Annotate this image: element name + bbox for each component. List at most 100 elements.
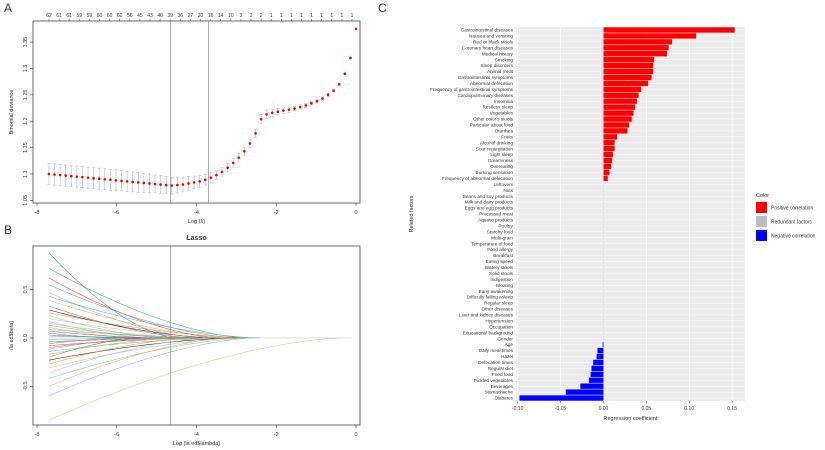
factor-label: Milk and dairy products [465, 200, 514, 205]
cv-point [198, 180, 201, 183]
cv-point [47, 172, 51, 176]
coefficient-bar [603, 68, 654, 75]
y-tick-label: -0.5 [23, 382, 29, 391]
top-tick-label: 1 [330, 13, 333, 19]
lasso-path-line [48, 337, 197, 365]
coefficient-bar [580, 383, 604, 389]
cv-point [248, 142, 252, 145]
factor-label: Bloating [496, 283, 513, 288]
factor-label: Early awakening [479, 289, 514, 294]
x-axis-title: Regression coefficient [603, 416, 657, 422]
coefficient-bar [603, 122, 630, 128]
x-tick-label: -4 [194, 432, 199, 438]
factor-label: Dreaminess [488, 158, 514, 163]
factor-label: Gastrointestinal symptoms [458, 75, 514, 80]
factor-label: Processed meat [479, 212, 514, 217]
y-axis-title: (la ed$beta) [9, 321, 15, 351]
lasso-path-line [48, 325, 181, 339]
cv-point [343, 72, 347, 76]
factor-label: Gastrointestinal diseases [461, 28, 514, 33]
top-tick-label: 39 [167, 13, 173, 19]
lasso-path-line [48, 299, 233, 339]
coefficient-bar [603, 157, 613, 164]
factor-label: Starchy food [487, 229, 514, 234]
coefficient-bar [603, 45, 669, 51]
factor-label: Watery stools [485, 265, 514, 270]
lasso-path-line [48, 284, 241, 339]
cv-point [58, 173, 62, 177]
factor-label: Nausea and vomiting [469, 34, 513, 39]
cv-point [354, 27, 358, 31]
factor-label: Fruits [501, 134, 513, 139]
y-tick-label: 1.3 [23, 65, 29, 73]
cv-point [153, 182, 157, 186]
x-tick-label: 0.15 [727, 406, 737, 412]
legend-swatch [756, 216, 767, 227]
factor-label: Difficulty falling asleep [467, 295, 514, 300]
legend-swatch [756, 230, 767, 241]
coefficient-bar [603, 56, 655, 63]
lasso-path-line [48, 312, 253, 339]
factor-label: Eggs and egg products [465, 206, 514, 211]
cv-point [276, 110, 280, 114]
cv-point [103, 177, 107, 181]
coefficient-bar [597, 347, 604, 354]
factor-label: Age [505, 342, 514, 347]
cv-point [142, 181, 146, 185]
cv-point [226, 166, 229, 169]
factor-label: Particular about food [470, 123, 514, 128]
factor-label: Breakfast [493, 253, 513, 258]
cv-point [131, 180, 134, 184]
cv-point [237, 156, 241, 159]
lasso-path-line [48, 337, 141, 358]
top-tick-label: 1 [310, 13, 313, 19]
top-tick-label: 59 [87, 13, 93, 19]
factor-label: Coronary heart diseases [462, 45, 514, 50]
coefficient-bar [603, 74, 652, 81]
factor-label: Eating speed [486, 259, 514, 264]
factor-label: Food allergy [487, 247, 513, 252]
top-tick-label: 61 [66, 13, 72, 19]
factor-label: Fried food [492, 372, 513, 377]
lasso-path-line [48, 268, 249, 339]
coefficient-bar-panel: -0.10 -0.05 0.00 0.05 0.10 0.15 Gastrointestin… [409, 27, 816, 422]
factor-label: Multi-grain [491, 235, 513, 240]
top-tick-label: 1 [341, 13, 344, 19]
cv-point [181, 183, 185, 186]
panel-label-c: C [378, 1, 387, 15]
coefficient-bar [603, 39, 673, 45]
coefficient-bar [593, 359, 604, 366]
factor-label: Vegetables [490, 111, 514, 116]
lasso-path-line [48, 296, 261, 339]
factor-label: Educational background [463, 330, 514, 335]
lasso-path-line [48, 337, 237, 361]
factor-label: Insomnia [494, 99, 513, 104]
legend-label: Redundant factors [771, 220, 812, 226]
factor-label: Overeating [490, 164, 513, 169]
cv-point [332, 89, 335, 92]
cv-point [254, 132, 257, 135]
coefficient-bar [603, 33, 697, 39]
cv-point [176, 183, 179, 187]
cv-point [159, 183, 162, 186]
coefficient-bar [603, 62, 654, 69]
x-tick-label: -0.05 [555, 406, 567, 412]
x-tick-label: 0.00 [599, 406, 609, 412]
factor-label: Abnormal defecation [470, 81, 513, 86]
top-tick-label: 2 [260, 13, 263, 19]
y-tick-label: 1.05 [23, 195, 29, 206]
top-tick-label: 45 [137, 13, 143, 19]
cv-point [120, 179, 123, 183]
top-tick-label: 1 [351, 13, 354, 19]
cv-point [86, 176, 90, 179]
coefficient-bar [588, 377, 604, 383]
factor-label: Stomachache [484, 390, 513, 395]
factor-label: Gender [497, 336, 513, 341]
factor-label: Occupation [489, 324, 513, 329]
factor-label: Other diseases [481, 307, 513, 312]
x-tick-label: 0 [354, 432, 357, 438]
factor-label: Other color's stools [473, 117, 514, 122]
coefficient-bar [603, 98, 637, 104]
coefficient-bar [602, 341, 604, 348]
y-tick-label: 1.15 [23, 142, 29, 153]
